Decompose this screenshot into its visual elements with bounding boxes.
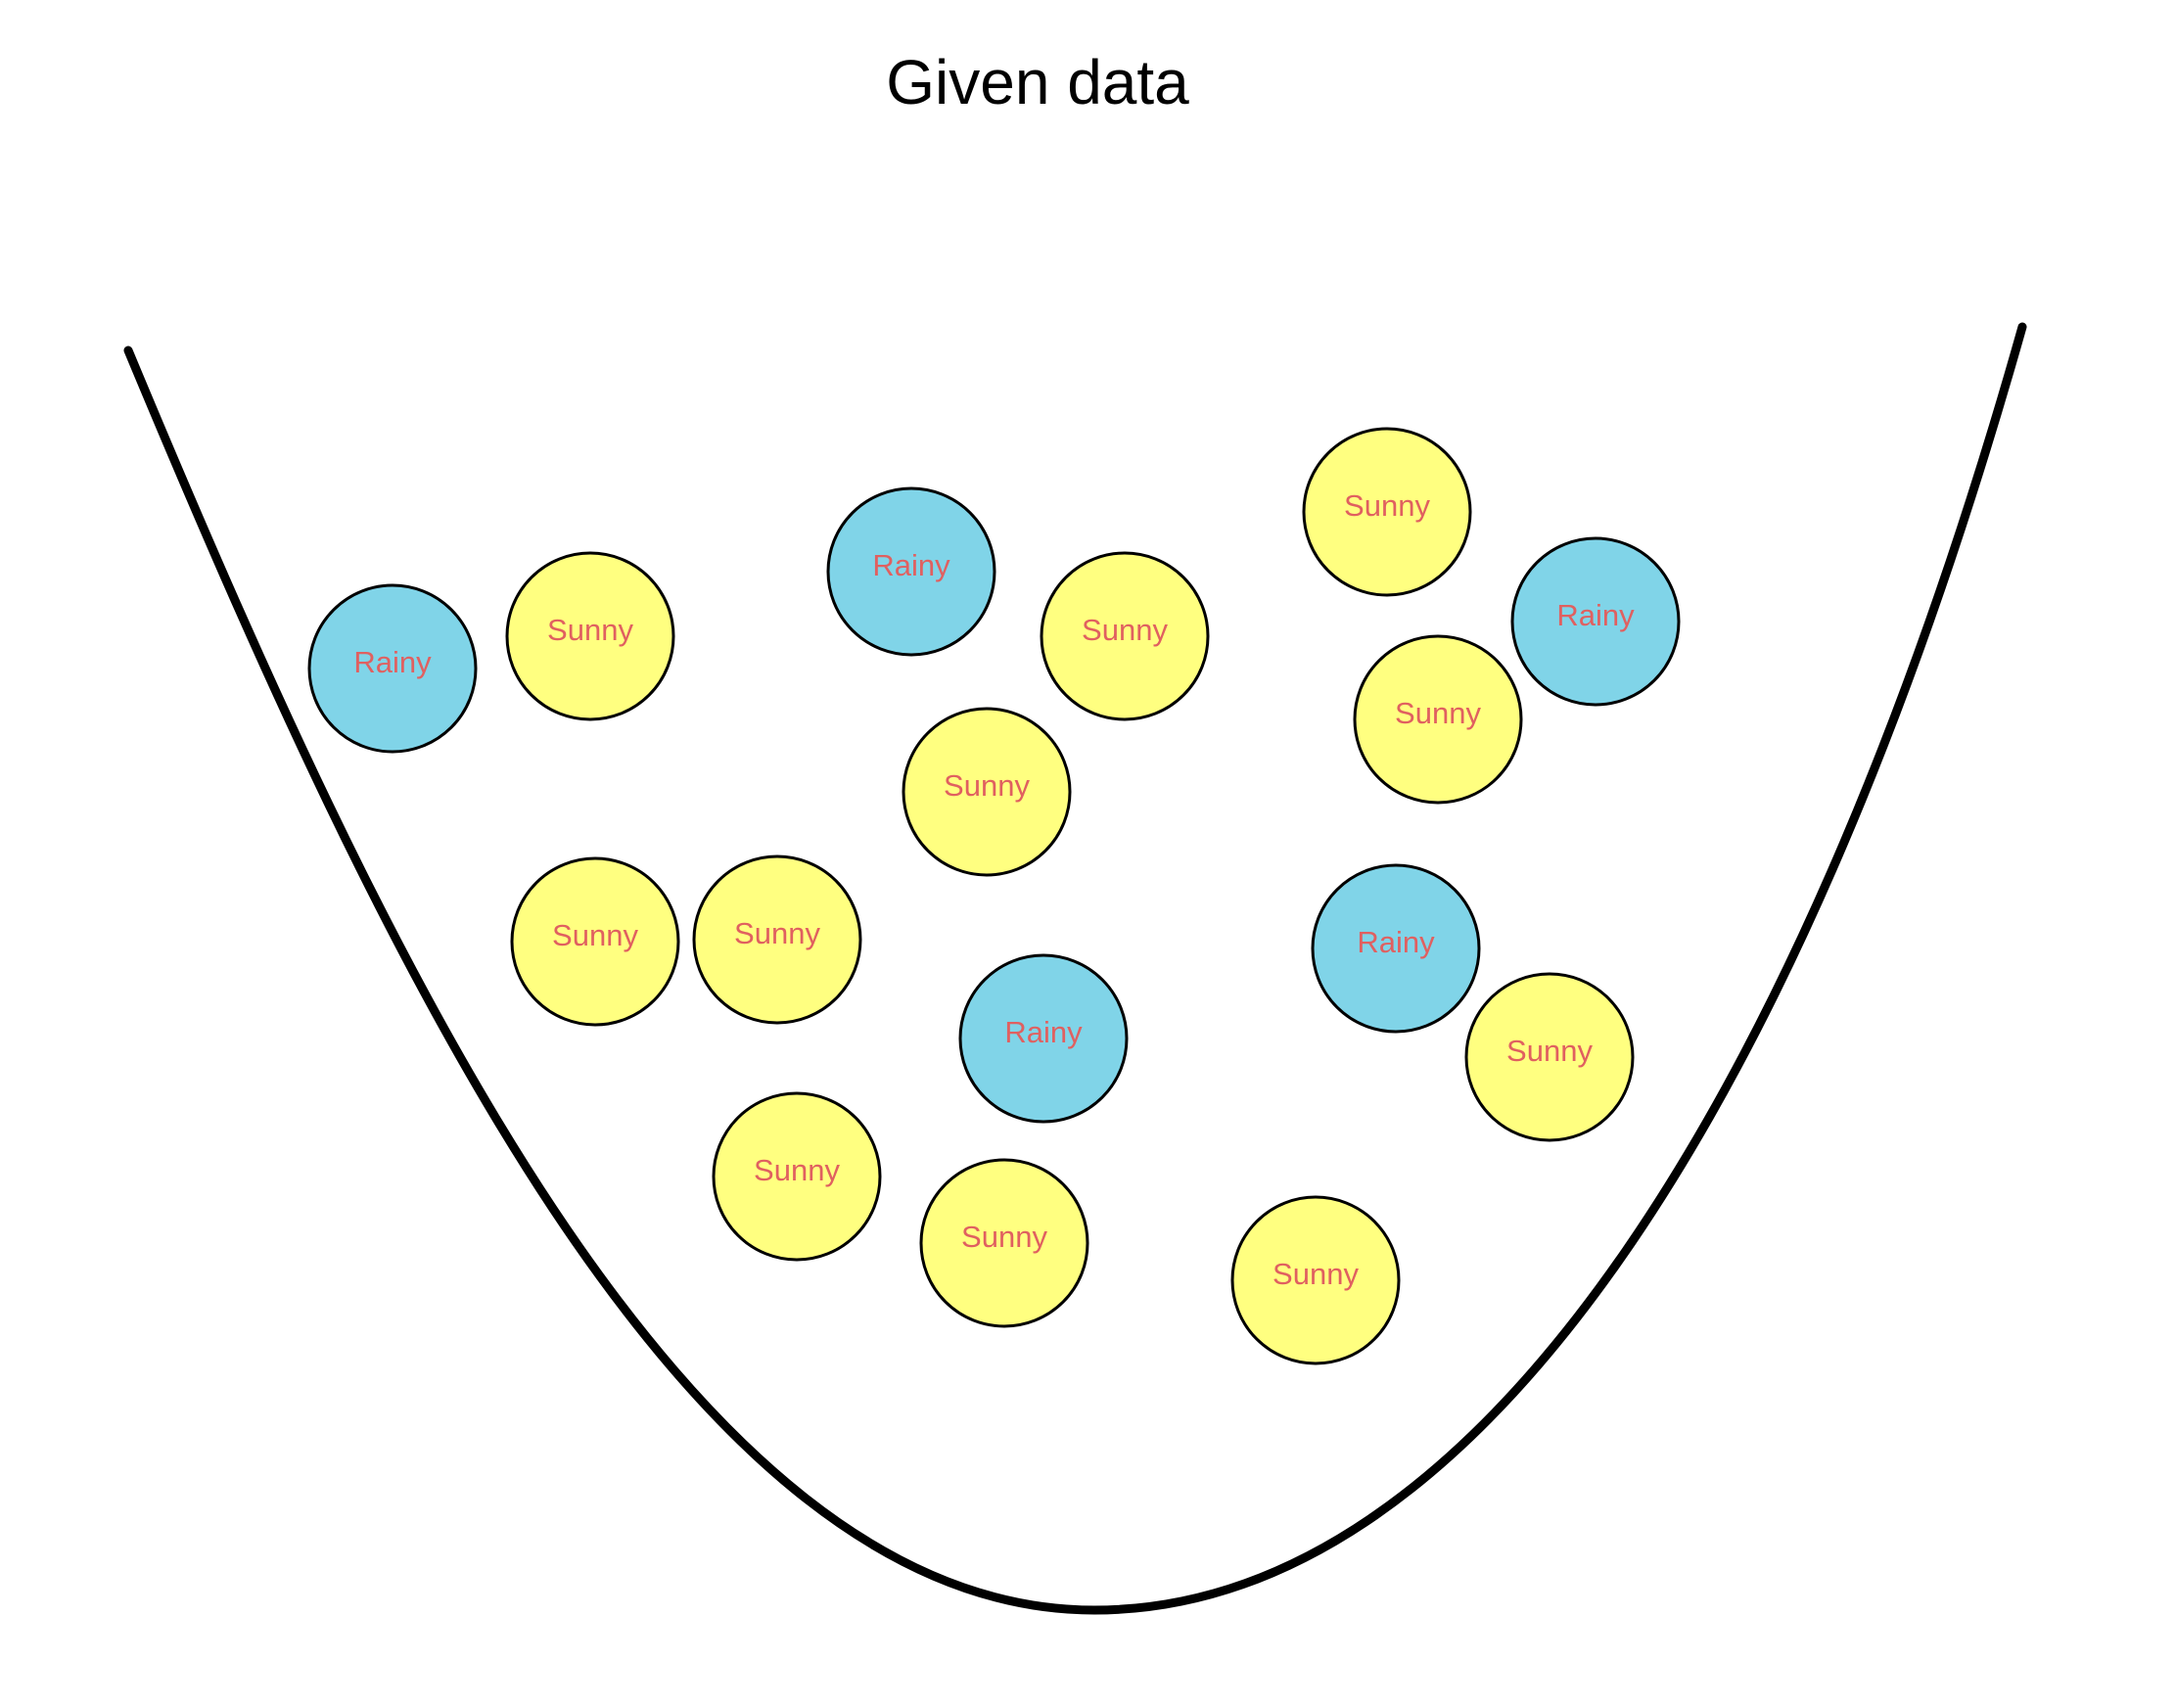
ball-label: Sunny <box>1506 1034 1593 1068</box>
ball-circle <box>712 1091 882 1262</box>
ball-circle <box>1510 536 1681 707</box>
sunny-ball: Sunny <box>1230 1195 1401 1365</box>
ball-label: Rainy <box>1556 598 1635 632</box>
ball-circle <box>1230 1195 1401 1365</box>
sunny-ball: Sunny <box>1302 427 1472 597</box>
sunny-ball: Sunny <box>712 1091 882 1262</box>
ball-label: Sunny <box>961 1220 1047 1254</box>
ball-circle <box>1311 863 1481 1034</box>
ball-label: Rainy <box>872 548 950 582</box>
sunny-ball: Sunny <box>1353 634 1523 805</box>
ball-circle <box>1302 427 1472 597</box>
ball-label: Sunny <box>1082 613 1168 647</box>
diagram-title: Given data <box>886 47 1189 117</box>
ball-label: Sunny <box>552 918 638 952</box>
sunny-ball: Sunny <box>505 551 675 721</box>
ball-label: Rainy <box>1357 925 1435 959</box>
ball-circle <box>692 854 862 1025</box>
ball-circle <box>307 583 478 754</box>
rainy-ball: Rainy <box>1311 863 1481 1034</box>
rainy-ball: Rainy <box>826 486 996 657</box>
ball-circle <box>1353 634 1523 805</box>
ball-label: Sunny <box>944 768 1030 803</box>
ball-circle <box>1040 551 1210 721</box>
sunny-ball: Sunny <box>510 856 680 1027</box>
bowl-curve <box>123 322 2027 1615</box>
ball-group: Rainy Sunny Rainy Sunny Sunny Rainy Sunny Sunny… <box>307 427 1681 1365</box>
rainy-ball: Rainy <box>958 953 1129 1124</box>
rainy-ball: Rainy <box>1510 536 1681 707</box>
sunny-ball: Sunny <box>692 854 862 1025</box>
sunny-ball: Sunny <box>1040 551 1210 721</box>
ball-label: Sunny <box>547 613 633 647</box>
ball-label: Rainy <box>353 645 432 679</box>
ball-circle <box>919 1158 1089 1328</box>
ball-circle <box>510 856 680 1027</box>
ball-label: Rainy <box>1004 1015 1083 1049</box>
ball-circle <box>958 953 1129 1124</box>
ball-label: Sunny <box>734 916 820 950</box>
ball-label: Sunny <box>754 1153 840 1187</box>
ball-label: Sunny <box>1344 488 1430 523</box>
sunny-ball: Sunny <box>902 707 1072 877</box>
ball-label: Sunny <box>1273 1257 1359 1291</box>
ball-circle <box>902 707 1072 877</box>
ball-label: Sunny <box>1395 696 1481 730</box>
ball-circle <box>505 551 675 721</box>
sunny-ball: Sunny <box>1464 972 1635 1142</box>
rainy-ball: Rainy <box>307 583 478 754</box>
sunny-ball: Sunny <box>919 1158 1089 1328</box>
ball-circle <box>826 486 996 657</box>
ball-circle <box>1464 972 1635 1142</box>
